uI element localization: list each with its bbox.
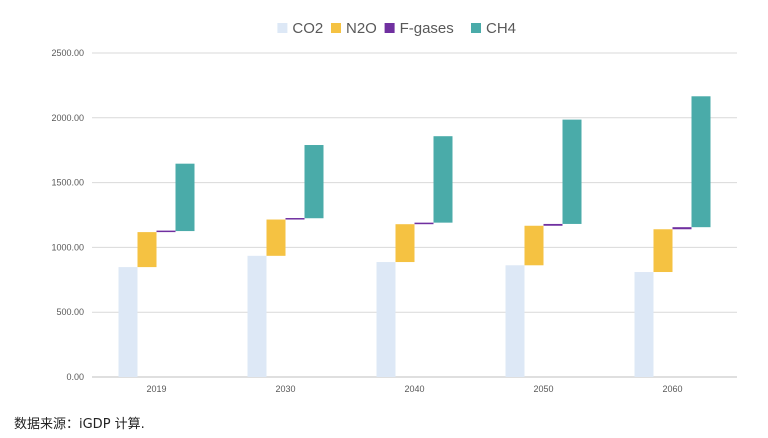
bar-n2o-2040 bbox=[395, 224, 415, 263]
bar-f-gases-2050 bbox=[543, 223, 563, 226]
legend-label-n2o: N2O bbox=[346, 20, 377, 37]
bar-co2-2060 bbox=[634, 272, 654, 377]
y-tick-label: 1000.00 bbox=[51, 242, 84, 252]
y-tick-label: 0.00 bbox=[66, 372, 84, 382]
bar-ch4-2030 bbox=[304, 145, 324, 219]
x-tick-label: 2060 bbox=[662, 384, 682, 394]
bar-f-gases-2019 bbox=[156, 230, 176, 233]
bar-f-gases-2060 bbox=[672, 227, 692, 230]
legend-label-f-gases: F-gases bbox=[400, 20, 454, 37]
x-tick-label: 2030 bbox=[275, 384, 295, 394]
y-tick-label: 500.00 bbox=[56, 307, 84, 317]
bar-n2o-2060 bbox=[653, 229, 673, 273]
bar-co2-2019 bbox=[118, 267, 138, 377]
bar-co2-2040 bbox=[376, 262, 396, 377]
legend-label-ch4: CH4 bbox=[486, 20, 516, 37]
legend-swatch-ch4 bbox=[471, 23, 481, 33]
x-tick-label: 2050 bbox=[533, 384, 553, 394]
bar-ch4-2019 bbox=[175, 163, 195, 232]
bar-ch4-2050 bbox=[562, 119, 582, 224]
bar-n2o-2050 bbox=[524, 225, 544, 266]
source-note: 数据来源：iGDP 计算. bbox=[14, 417, 145, 432]
bar-f-gases-2040 bbox=[414, 222, 434, 225]
bar-co2-2050 bbox=[505, 265, 525, 377]
bar-n2o-2019 bbox=[137, 232, 157, 268]
x-tick-label: 2040 bbox=[404, 384, 424, 394]
legend-swatch-f-gases bbox=[384, 23, 395, 33]
y-tick-label: 2500.00 bbox=[51, 48, 84, 58]
bar-f-gases-2030 bbox=[285, 218, 305, 220]
x-tick-label: 2019 bbox=[146, 384, 166, 394]
bar-co2-2030 bbox=[247, 255, 267, 377]
y-tick-label: 2000.00 bbox=[51, 113, 84, 123]
y-tick-label: 1500.00 bbox=[51, 178, 84, 188]
legend-label-co2: CO2 bbox=[292, 20, 323, 37]
bar-ch4-2060 bbox=[691, 96, 711, 228]
legend-swatch-n2o bbox=[331, 23, 341, 33]
legend-swatch-co2 bbox=[277, 23, 288, 33]
bar-n2o-2030 bbox=[266, 219, 286, 256]
bar-ch4-2040 bbox=[433, 136, 453, 223]
